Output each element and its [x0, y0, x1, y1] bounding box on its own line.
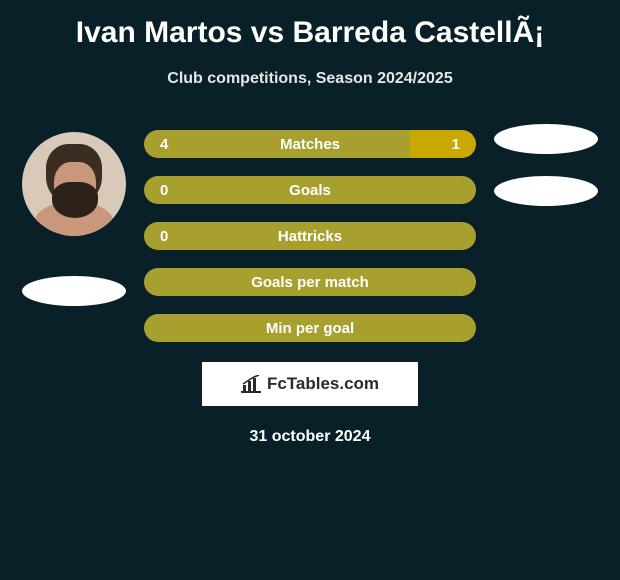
stat-bar-hattricks: 0 Hattricks — [144, 222, 476, 250]
stat-right-value: 1 — [452, 136, 460, 153]
stat-label: Hattricks — [144, 228, 476, 245]
stat-label: Matches — [144, 136, 476, 153]
player-left-avatar — [22, 132, 126, 236]
team-logo-right-2 — [494, 176, 598, 206]
brand-box: FcTables.com — [202, 362, 418, 406]
team-logo-left — [22, 276, 126, 306]
stat-label: Min per goal — [144, 320, 476, 337]
root: Ivan Martos vs Barreda CastellÃ¡ Club co… — [0, 0, 620, 456]
player-right-col — [486, 132, 606, 206]
player-left-col — [14, 132, 134, 306]
date-text: 31 october 2024 — [8, 428, 612, 446]
stat-bar-goals: 0 Goals — [144, 176, 476, 204]
chart-icon — [241, 375, 261, 393]
stat-bar-matches: 4 Matches 1 — [144, 130, 476, 158]
stat-bar-gpm: Goals per match — [144, 268, 476, 296]
brand-text: FcTables.com — [267, 374, 379, 394]
subtitle: Club competitions, Season 2024/2025 — [8, 70, 612, 88]
stat-bar-mpg: Min per goal — [144, 314, 476, 342]
content-row: 4 Matches 1 0 Goals 0 Hattricks Goals pe… — [8, 132, 612, 342]
page-title: Ivan Martos vs Barreda CastellÃ¡ — [8, 16, 612, 50]
stat-label: Goals — [144, 182, 476, 199]
avatar-beard — [52, 182, 98, 218]
stats-bars: 4 Matches 1 0 Goals 0 Hattricks Goals pe… — [134, 130, 486, 342]
stat-label: Goals per match — [144, 274, 476, 291]
team-logo-right-1 — [494, 124, 598, 154]
